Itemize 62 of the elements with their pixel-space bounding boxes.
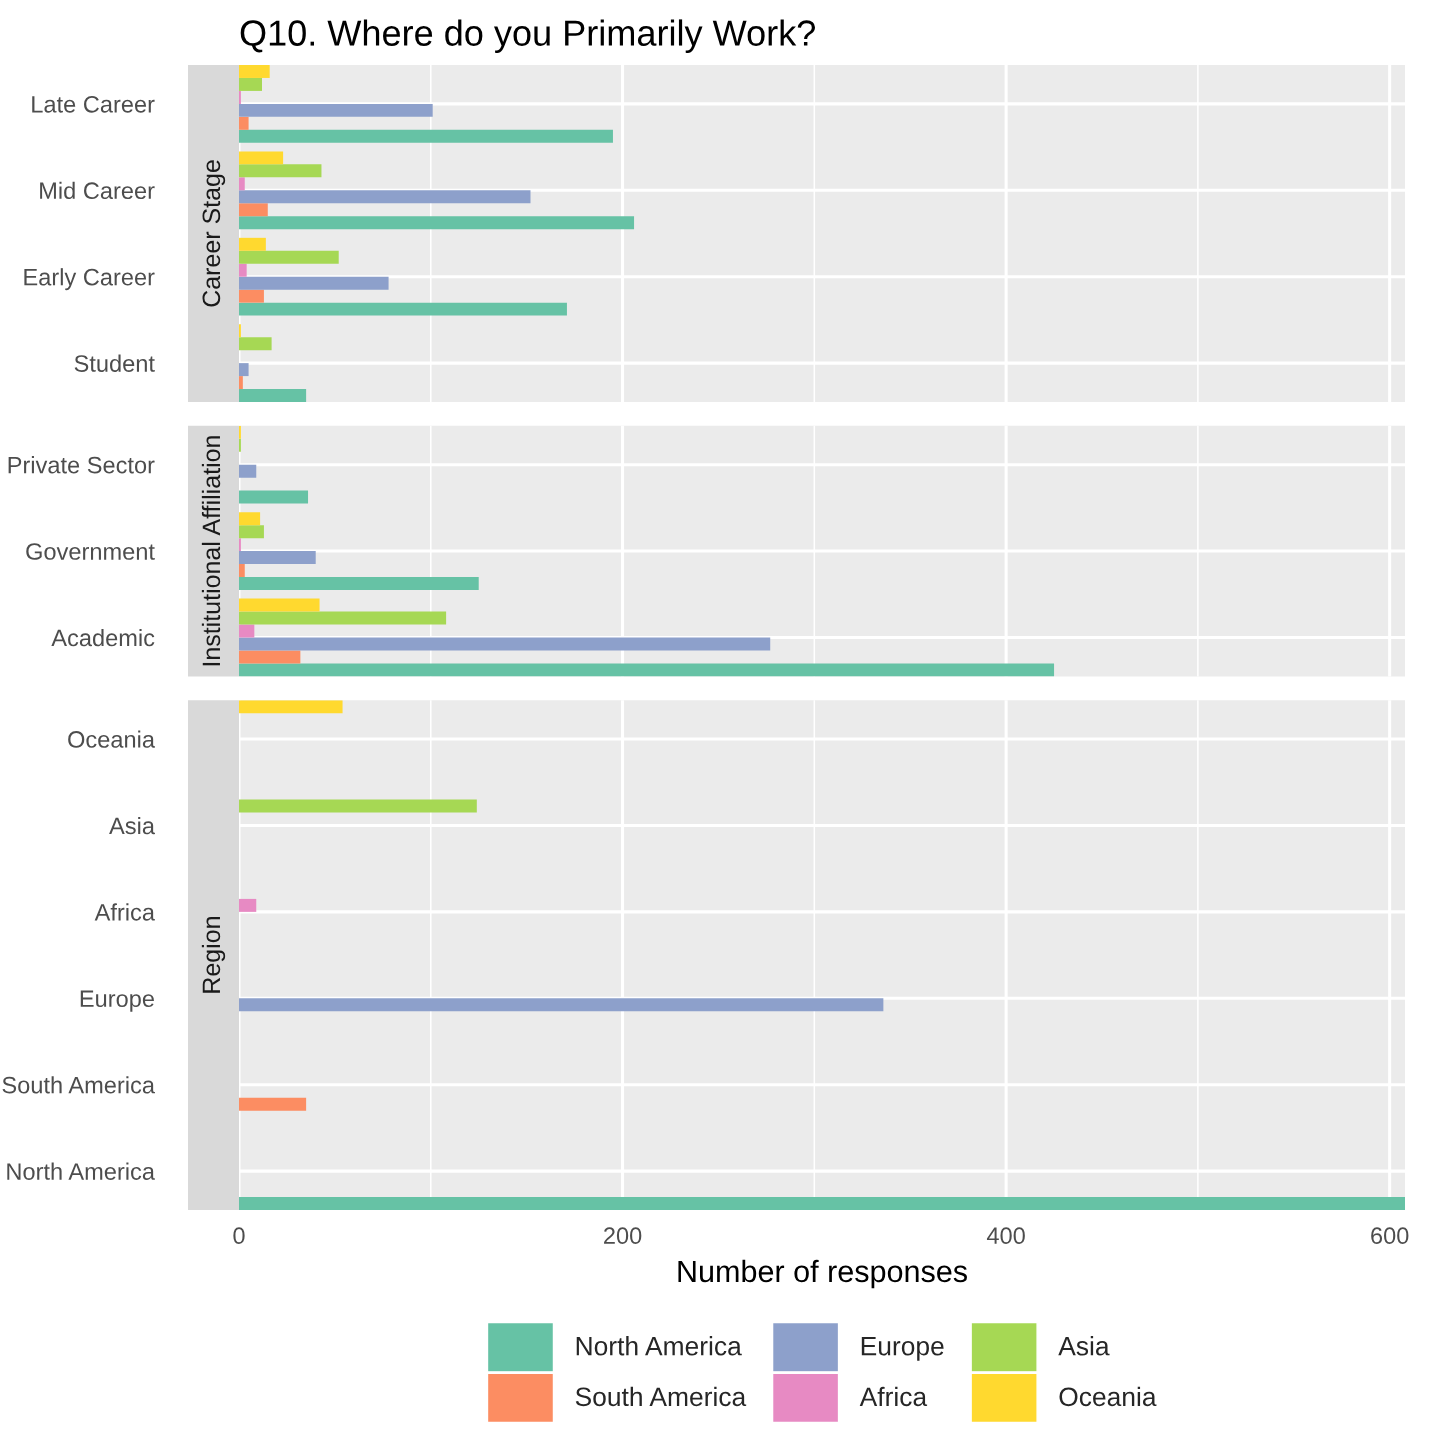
bar: [239, 164, 322, 178]
bar: [239, 598, 320, 612]
y-tick-label: Early Career: [24, 268, 155, 291]
y-tick-label: North America: [7, 1162, 155, 1180]
bar: [239, 177, 245, 191]
y-tick-label: South America: [2, 1076, 155, 1094]
bar: [239, 611, 447, 625]
bar: [239, 216, 635, 230]
bar: [239, 337, 272, 351]
x-tick-label: 600: [1371, 1227, 1409, 1245]
legend-label: Africa: [859, 1386, 928, 1407]
x-axis-title: Number of responses: [678, 1259, 967, 1289]
bar: [239, 129, 613, 143]
x-tick-label: 400: [986, 1227, 1025, 1245]
y-tick-label: Africa: [94, 903, 155, 921]
x-tick-label: 200: [604, 1227, 642, 1245]
y-axis-title: Region: [201, 917, 226, 993]
bar: [239, 551, 316, 565]
bar: [239, 577, 479, 590]
bar: [239, 464, 257, 478]
bar: [239, 103, 433, 117]
bar: [239, 302, 567, 316]
bar: [239, 250, 339, 264]
bar: [239, 151, 284, 165]
y-tick-label: Europe: [80, 990, 154, 1012]
bar: [239, 525, 264, 539]
legend-label: Europe: [861, 1337, 944, 1361]
legend-label: Oceania: [1059, 1386, 1157, 1407]
legend-label: North America: [576, 1336, 742, 1356]
y-tick-label: Asia: [109, 816, 155, 835]
legend-label: Asia: [1058, 1336, 1110, 1356]
y-tick-label: Mid Career: [40, 181, 155, 200]
x-tick-label: 0: [233, 1227, 245, 1245]
bar: [239, 650, 301, 664]
y-tick-label: Government: [26, 543, 155, 560]
chart-title: Q10. Where do you Primarily Work?: [240, 19, 815, 54]
bar: [239, 276, 389, 290]
bar: [239, 512, 261, 526]
bar: [239, 77, 263, 91]
y-tick-label: Late Career: [32, 95, 155, 113]
bar: [239, 237, 266, 251]
y-tick-label: Oceania: [68, 730, 155, 748]
bar: [239, 389, 307, 403]
bar: [239, 624, 255, 638]
bar: [239, 663, 1055, 677]
bar: [239, 637, 771, 651]
bar: [239, 190, 531, 204]
y-tick-label: Academic: [51, 628, 155, 647]
bar: [239, 263, 247, 277]
bar: [239, 490, 309, 504]
y-axis-title: Institutional Affiliation: [201, 436, 221, 666]
legend-label: South America: [575, 1386, 747, 1407]
bar: [239, 363, 249, 377]
y-axis-title: Career Stage: [202, 160, 226, 307]
y-tick-label: Student: [74, 354, 155, 372]
bar: [239, 289, 264, 303]
bar: [239, 116, 249, 130]
bar: [239, 376, 243, 390]
bar: [239, 564, 245, 578]
bar: [239, 65, 270, 78]
y-tick-label: Private Sector: [8, 456, 155, 474]
bar: [239, 203, 268, 217]
